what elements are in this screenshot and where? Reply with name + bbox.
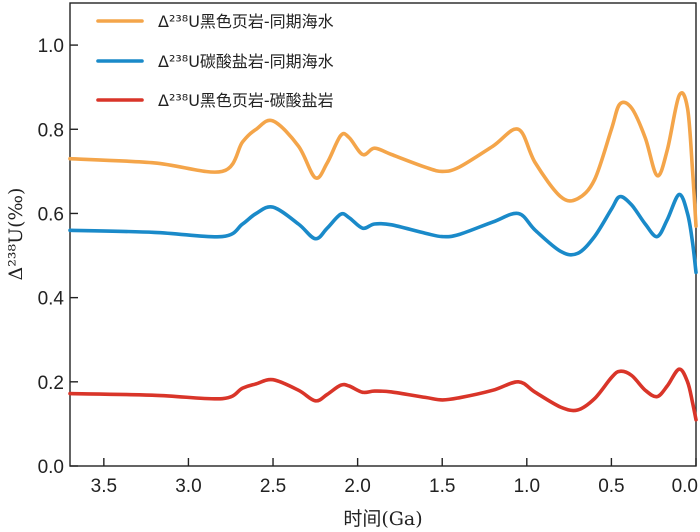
x-tick-label: 3.5 bbox=[91, 476, 117, 497]
legend-label-2: Δ²³⁸U碳酸盐岩-同期海水 bbox=[158, 52, 334, 71]
legend-label-3: Δ²³⁸U黑色页岩-碳酸盐岩 bbox=[158, 91, 334, 110]
x-tick-label: 3.0 bbox=[175, 476, 201, 497]
x-tick-label: 1.0 bbox=[514, 476, 540, 497]
x-axis: 3.5 3.0 2.5 2.0 1.5 1.0 0.5 0.0 bbox=[91, 458, 698, 497]
x-tick-label: 1.5 bbox=[429, 476, 455, 497]
y-tick-label: 0.6 bbox=[38, 204, 64, 225]
y-tick-label: 1.0 bbox=[38, 36, 64, 57]
x-tick-label: 0.5 bbox=[598, 476, 624, 497]
plot-area bbox=[69, 2, 697, 467]
series-line-1 bbox=[68, 91, 698, 228]
series-line-3 bbox=[68, 367, 698, 422]
legend: Δ²³⁸U黑色页岩-同期海水 Δ²³⁸U碳酸盐岩-同期海水 Δ²³⁸U黑色页岩-碳酸… bbox=[96, 12, 334, 110]
y-axis-title: Δ²³⁸U(‰) bbox=[5, 188, 27, 281]
x-axis-title: 时间(Ga) bbox=[343, 508, 422, 530]
series-line-2 bbox=[68, 192, 698, 275]
y-tick-label: 0.0 bbox=[38, 457, 64, 478]
y-axis: 0.0 0.2 0.4 0.6 0.8 1.0 bbox=[38, 36, 78, 478]
y-tick-label: 0.8 bbox=[38, 120, 64, 141]
x-tick-label: 2.0 bbox=[344, 476, 370, 497]
x-tick-label: 2.5 bbox=[260, 476, 286, 497]
legend-label-1: Δ²³⁸U黑色页岩-同期海水 bbox=[158, 12, 334, 31]
x-tick-label: 0.0 bbox=[672, 476, 698, 497]
y-tick-label: 0.2 bbox=[38, 373, 64, 394]
series-lines bbox=[68, 91, 698, 422]
plot-frame bbox=[69, 2, 697, 467]
y-tick-label: 0.4 bbox=[38, 289, 65, 310]
